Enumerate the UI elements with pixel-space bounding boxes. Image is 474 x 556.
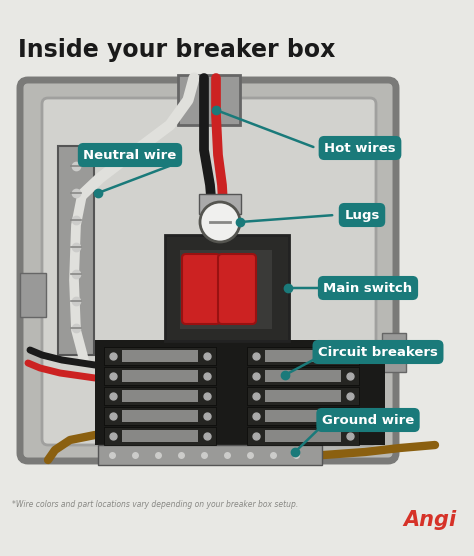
FancyBboxPatch shape [104, 387, 216, 405]
FancyBboxPatch shape [20, 80, 396, 461]
FancyBboxPatch shape [247, 347, 359, 365]
FancyBboxPatch shape [382, 333, 406, 372]
Text: Neutral wire: Neutral wire [83, 148, 177, 161]
FancyBboxPatch shape [180, 250, 272, 329]
Circle shape [200, 202, 240, 242]
FancyBboxPatch shape [122, 370, 198, 382]
FancyBboxPatch shape [104, 347, 216, 365]
FancyBboxPatch shape [218, 254, 256, 324]
FancyBboxPatch shape [104, 367, 216, 385]
FancyBboxPatch shape [247, 427, 359, 445]
Text: Ground wire: Ground wire [322, 414, 414, 426]
FancyBboxPatch shape [122, 390, 198, 402]
FancyBboxPatch shape [104, 407, 216, 425]
FancyBboxPatch shape [247, 367, 359, 385]
Text: Inside your breaker box: Inside your breaker box [18, 38, 336, 62]
FancyBboxPatch shape [122, 410, 198, 422]
FancyBboxPatch shape [98, 445, 322, 465]
FancyBboxPatch shape [199, 194, 241, 214]
FancyBboxPatch shape [104, 427, 216, 445]
FancyBboxPatch shape [265, 390, 341, 402]
FancyBboxPatch shape [122, 350, 198, 362]
FancyBboxPatch shape [58, 146, 94, 355]
FancyBboxPatch shape [182, 254, 220, 324]
FancyBboxPatch shape [265, 370, 341, 382]
FancyBboxPatch shape [20, 273, 46, 317]
Text: Hot wires: Hot wires [324, 141, 396, 155]
FancyBboxPatch shape [178, 75, 240, 125]
FancyBboxPatch shape [122, 430, 198, 442]
FancyBboxPatch shape [265, 350, 341, 362]
FancyBboxPatch shape [95, 340, 385, 445]
FancyBboxPatch shape [165, 235, 289, 341]
FancyBboxPatch shape [265, 430, 341, 442]
Text: Angi: Angi [403, 510, 456, 530]
FancyBboxPatch shape [247, 387, 359, 405]
Text: *Wire colors and part locations vary depending on your breaker box setup.: *Wire colors and part locations vary dep… [12, 500, 298, 509]
Text: Main switch: Main switch [323, 281, 412, 295]
FancyBboxPatch shape [265, 410, 341, 422]
Text: Lugs: Lugs [344, 208, 380, 221]
Text: Circuit breakers: Circuit breakers [318, 345, 438, 359]
FancyBboxPatch shape [247, 407, 359, 425]
FancyBboxPatch shape [42, 98, 376, 445]
